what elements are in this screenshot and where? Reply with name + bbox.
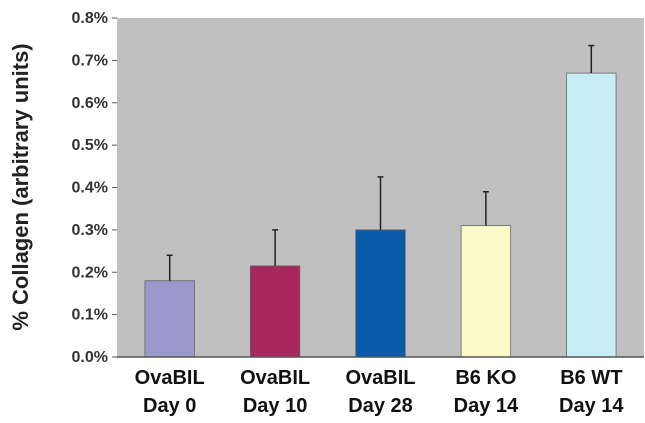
x-category-label-line1: OvaBIL [240, 367, 310, 389]
x-category-label-line2: Day 14 [559, 395, 624, 417]
y-axis-title: % Collagen (arbitrary units) [8, 43, 33, 330]
y-tick-label: 0.6% [72, 95, 108, 112]
bars [144, 72, 617, 358]
x-axis-labels: OvaBIL Day 0 OvaBIL Day 10 OvaBIL Day 28 B6 KO… [135, 367, 625, 417]
y-tick-label: 0.4% [72, 180, 108, 197]
bar [566, 72, 617, 358]
x-category-label-line1: OvaBIL [345, 367, 415, 389]
x-category-label-line2: Day 10 [243, 395, 308, 417]
x-category-label-line1: B6 KO [455, 367, 516, 389]
y-tick-label: 0.3% [72, 222, 108, 239]
x-category-label-line1: OvaBIL [135, 367, 205, 389]
bar [355, 229, 406, 358]
y-tick-label: 0.8% [72, 10, 108, 27]
x-category-label-line2: Day 28 [348, 395, 413, 417]
y-tick-label: 0.1% [72, 307, 108, 324]
y-tick-label: 0.2% [72, 264, 108, 281]
x-category-label-line1: B6 WT [560, 367, 622, 389]
y-tick-label: 0.5% [72, 137, 108, 154]
bar [460, 225, 512, 358]
y-tick-label: 0.7% [72, 52, 108, 69]
y-tick-label: 0.0% [72, 349, 108, 366]
bar [144, 280, 195, 358]
x-category-label-line2: Day 14 [454, 395, 519, 417]
y-axis-ticks: 0.0% 0.1% 0.2% 0.3% 0.4% 0.5% 0.6% 0.7% 0.8% [72, 10, 117, 366]
bar [249, 265, 301, 358]
error-bars [166, 44, 595, 281]
x-category-label-line2: Day 0 [143, 395, 196, 417]
